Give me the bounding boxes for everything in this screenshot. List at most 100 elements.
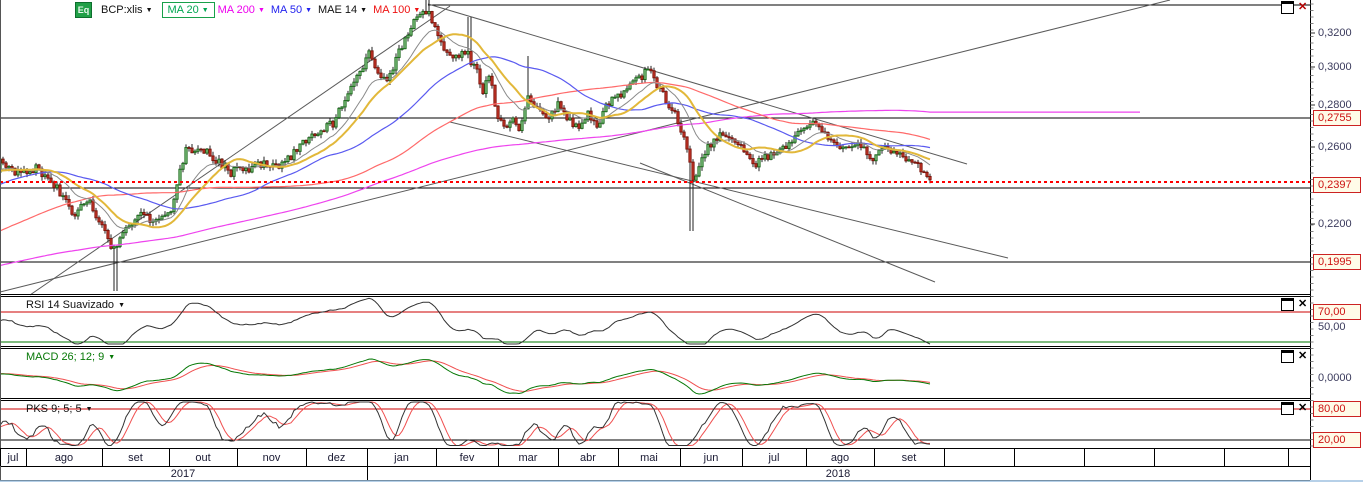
candle-body bbox=[454, 54, 458, 59]
panel-window-controls: ✕ bbox=[1281, 350, 1307, 363]
candle-body bbox=[394, 56, 398, 71]
candle-body bbox=[490, 75, 494, 86]
trendline bbox=[639, 162, 936, 283]
x-axis-month-label: dez bbox=[328, 452, 346, 464]
price-level-badge: 0,1995 bbox=[1318, 256, 1352, 268]
candle-body bbox=[802, 127, 806, 131]
close-icon[interactable]: ✕ bbox=[1298, 1, 1308, 13]
candle-body bbox=[115, 246, 119, 248]
chevron-down-icon: ▼ bbox=[145, 6, 153, 14]
candle-body bbox=[292, 149, 296, 161]
candle-body bbox=[199, 148, 203, 151]
candle-body bbox=[637, 75, 641, 79]
indicator-button-ma-200[interactable]: MA 200 ▼ bbox=[215, 4, 268, 16]
maximize-icon[interactable] bbox=[1281, 402, 1294, 415]
panel-window-controls: ✕ bbox=[1281, 298, 1307, 311]
candle-body bbox=[904, 156, 908, 162]
candle-body bbox=[754, 163, 758, 168]
candle-body bbox=[241, 166, 245, 172]
candle-body bbox=[673, 109, 677, 113]
candle-body bbox=[520, 120, 524, 132]
stoch-level-badge: 20,00 bbox=[1318, 434, 1346, 446]
maximize-icon[interactable] bbox=[1281, 350, 1294, 363]
candle-body bbox=[703, 153, 707, 159]
candle-body bbox=[523, 108, 527, 122]
rsi-panel-title[interactable]: RSI 14 Suavizado ▼ bbox=[26, 299, 125, 311]
candle-body bbox=[193, 150, 197, 154]
candle-body bbox=[343, 100, 347, 108]
candle-body bbox=[148, 214, 152, 223]
x-axis-month-label: ago bbox=[55, 452, 73, 464]
stoch-level-badge-box bbox=[1313, 401, 1361, 417]
candle-body bbox=[790, 141, 794, 144]
candle-body bbox=[613, 96, 617, 99]
candle-body bbox=[682, 131, 686, 138]
trendline bbox=[449, 121, 1009, 259]
candle-body bbox=[100, 221, 104, 226]
candle-body bbox=[289, 155, 293, 161]
candle-body bbox=[547, 117, 551, 120]
instrument-type-badge: Eq bbox=[75, 2, 92, 18]
candle-body bbox=[130, 224, 134, 227]
stoch-k-line bbox=[0, 401, 931, 447]
indicator-buttons: MA 20 ▼ MA 200 ▼ MA 50 ▼ MAE 14 ▼ MA 100 ▼ bbox=[161, 2, 424, 18]
candle-body bbox=[367, 50, 371, 59]
candle-body bbox=[91, 199, 95, 212]
candle-body bbox=[283, 161, 287, 163]
price-level-badge: 0,2755 bbox=[1318, 112, 1352, 124]
candle-body bbox=[178, 168, 182, 186]
candle-body bbox=[796, 131, 800, 137]
candle-body bbox=[799, 129, 803, 133]
macd-panel-title[interactable]: MACD 26; 12; 9 ▼ bbox=[26, 351, 115, 363]
price-axis-label: 0,2600 bbox=[1318, 141, 1352, 153]
close-icon[interactable]: ✕ bbox=[1298, 350, 1308, 362]
candle-body bbox=[109, 238, 113, 249]
candle-body bbox=[319, 130, 323, 135]
candle-body bbox=[472, 63, 476, 66]
candle-body bbox=[841, 146, 845, 150]
candle-body bbox=[430, 11, 434, 24]
candle-body bbox=[73, 213, 77, 217]
candle-body bbox=[664, 91, 668, 104]
candle-body bbox=[334, 117, 338, 128]
candle-body bbox=[544, 113, 548, 119]
candle-body bbox=[355, 74, 359, 83]
indicator-button-ma-20[interactable]: MA 20 ▼ bbox=[161, 2, 215, 18]
candle-body bbox=[1, 158, 5, 164]
close-icon[interactable]: ✕ bbox=[1298, 298, 1308, 310]
candle-body bbox=[598, 122, 602, 128]
symbol-selector[interactable]: BCP:xlis ▼ bbox=[101, 4, 153, 16]
candle-body bbox=[94, 210, 98, 219]
maximize-icon[interactable] bbox=[1281, 298, 1294, 311]
stoch-panel-title[interactable]: PKS 9; 5; 5 ▼ bbox=[26, 403, 93, 415]
candle-body bbox=[466, 50, 470, 55]
candle-body bbox=[862, 146, 866, 149]
candle-body bbox=[76, 209, 80, 217]
price-axis-label: 0,3000 bbox=[1318, 61, 1352, 73]
candle-body bbox=[502, 119, 506, 127]
candle-body bbox=[142, 211, 146, 216]
indicator-button-ma-50[interactable]: MA 50 ▼ bbox=[268, 4, 315, 16]
x-axis-month-label: abr bbox=[580, 452, 596, 464]
candle-body bbox=[406, 34, 410, 39]
macd-line bbox=[0, 358, 931, 395]
candle-body bbox=[784, 145, 788, 149]
candle-body bbox=[916, 161, 920, 165]
indicator-button-label: MA 50 bbox=[270, 4, 303, 16]
indicator-button-mae-14[interactable]: MAE 14 ▼ bbox=[315, 4, 370, 16]
candle-body bbox=[484, 80, 488, 95]
close-icon[interactable]: ✕ bbox=[1298, 402, 1308, 414]
candle-body bbox=[412, 19, 416, 29]
maximize-icon[interactable] bbox=[1281, 1, 1294, 14]
indicator-button-ma-100[interactable]: MA 100 ▼ bbox=[370, 4, 423, 16]
candle-body bbox=[694, 175, 698, 181]
candle-body bbox=[337, 107, 341, 119]
panel-window-controls: ✕ bbox=[1281, 402, 1307, 415]
candle-body bbox=[808, 124, 812, 128]
rsi-line bbox=[0, 297, 931, 345]
candle-body bbox=[667, 102, 671, 109]
candle-body bbox=[625, 88, 629, 92]
candle-body bbox=[793, 135, 797, 143]
candle-body bbox=[517, 123, 521, 132]
x-axis-year-label: 2018 bbox=[826, 468, 850, 480]
